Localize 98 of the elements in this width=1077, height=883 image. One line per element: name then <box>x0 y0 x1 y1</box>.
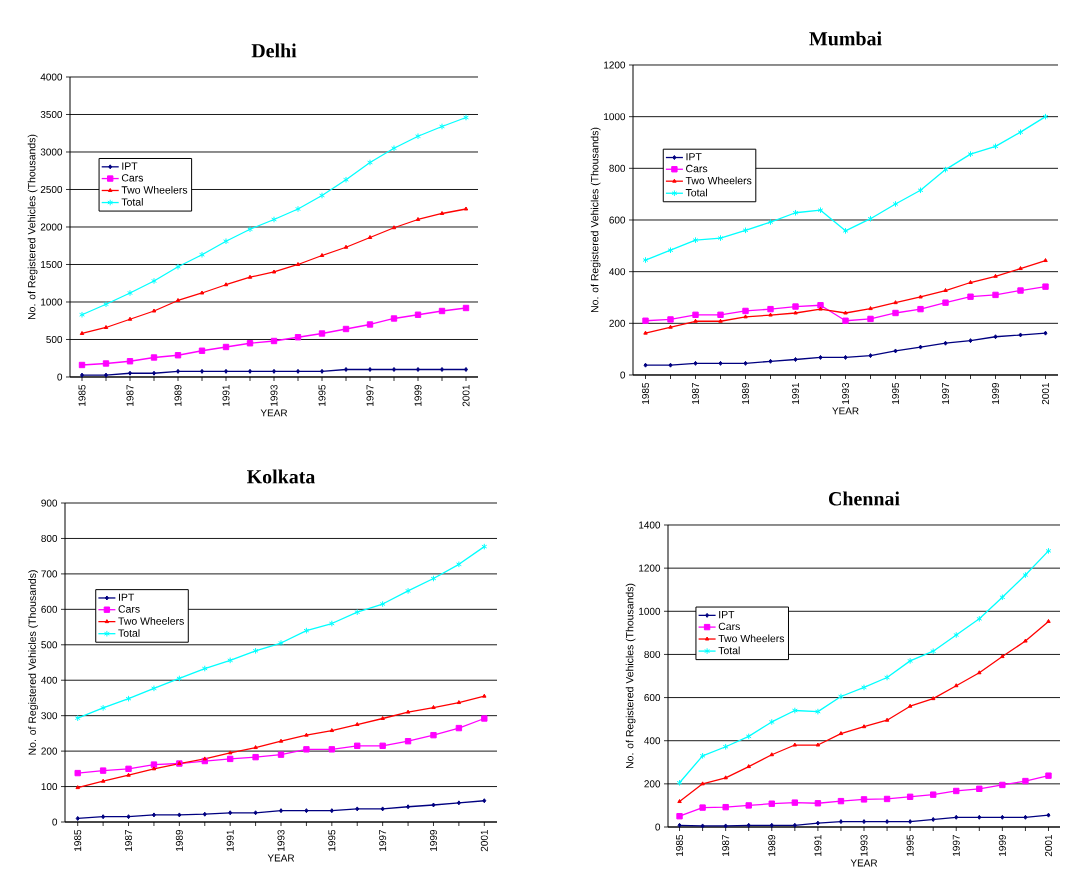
y-tick-label: 400 <box>644 737 661 745</box>
chart-title: Chennai <box>828 491 900 506</box>
y-tick-label: 900 <box>41 499 58 507</box>
y-tick-label: 300 <box>41 712 58 720</box>
legend-label: IPT <box>119 593 135 601</box>
legend-label: IPT <box>122 162 138 170</box>
x-tick-label: 1993 <box>860 834 868 856</box>
y-tick-label: 500 <box>46 335 63 344</box>
y-tick-label: 0 <box>52 818 58 826</box>
x-tick-label: 1989 <box>741 382 750 404</box>
x-tick-label: 1989 <box>174 384 182 406</box>
y-tick-label: 1400 <box>639 521 661 529</box>
legend-label: Two Wheelers <box>121 185 188 194</box>
y-tick-label: 1500 <box>41 260 63 269</box>
x-tick-label: 1993 <box>277 829 285 851</box>
x-axis-title: YEAR <box>260 409 288 417</box>
y-axis-title: No. of Registered Vehicles (Thousands) <box>625 583 636 769</box>
y-tick-label: 100 <box>41 783 58 791</box>
x-tick-label: 1997 <box>952 835 960 856</box>
y-tick-label: 600 <box>644 694 661 702</box>
y-tick-label: 1200 <box>604 61 626 69</box>
x-tick-label: 1989 <box>768 834 776 856</box>
y-tick-label: 1000 <box>41 298 63 306</box>
y-tick-label: 3500 <box>40 110 63 119</box>
y-tick-label: 200 <box>609 319 626 327</box>
x-tick-label: 1991 <box>814 835 822 856</box>
y-tick-label: 0 <box>620 371 626 379</box>
x-tick-label: 2001 <box>480 830 488 852</box>
y-tick-label: 500 <box>41 641 58 649</box>
legend-label: Total <box>121 198 143 206</box>
y-axis-title: No. of Registered Vehicles (Thousands) <box>590 127 601 313</box>
x-tick-label: 1993 <box>841 382 850 404</box>
y-tick-label: 400 <box>41 676 58 684</box>
y-tick-label: 800 <box>609 164 626 172</box>
y-tick-label: 600 <box>41 605 58 613</box>
x-axis-title: YEAR <box>267 854 295 862</box>
y-tick-label: 800 <box>41 534 58 542</box>
y-tick-label: 3000 <box>40 148 63 156</box>
chart-title: Delhi <box>251 43 297 58</box>
x-tick-label: 1997 <box>379 830 387 851</box>
x-tick-label: 1991 <box>791 383 800 404</box>
y-tick-label: 0 <box>655 823 661 831</box>
y-axis-title: No. of Registered Vehicles (Thousands) <box>28 570 39 755</box>
x-tick-label: 1995 <box>891 382 900 404</box>
x-tick-label: 1987 <box>691 383 700 404</box>
x-tick-label: 1991 <box>222 385 230 406</box>
legend-label: Cars <box>718 622 740 631</box>
legend-label: Cars <box>121 174 144 182</box>
x-tick-label: 1987 <box>125 830 133 851</box>
x-tick-label: 1999 <box>429 829 437 851</box>
y-tick-label: 400 <box>609 268 626 276</box>
legend-label: Total <box>685 188 707 197</box>
x-tick-label: 1987 <box>722 835 730 856</box>
x-tick-label: 2001 <box>1044 835 1053 857</box>
x-tick-label: 1999 <box>991 382 1000 404</box>
x-tick-label: 1999 <box>998 834 1006 856</box>
y-tick-label: 1200 <box>639 564 661 572</box>
legend-label: Total <box>118 629 140 637</box>
x-tick-label: 1995 <box>906 834 914 856</box>
chart-title: Kolkata <box>247 469 316 484</box>
y-tick-label: 2000 <box>40 223 63 231</box>
y-tick-label: 700 <box>41 570 58 578</box>
x-tick-label: 1985 <box>641 382 650 404</box>
x-tick-label: 1999 <box>414 384 422 406</box>
y-tick-label: 200 <box>644 780 661 788</box>
legend-label: IPT <box>719 611 735 619</box>
x-tick-label: 1987 <box>126 385 134 406</box>
legend-label: Two Wheelers <box>685 176 752 185</box>
y-tick-label: 2500 <box>40 185 63 194</box>
x-tick-label: 1991 <box>226 830 234 851</box>
x-tick-label: 1997 <box>941 383 950 404</box>
y-tick-label: 4000 <box>40 73 63 81</box>
legend-label: Cars <box>686 164 708 173</box>
x-tick-label: 1995 <box>318 384 326 406</box>
x-tick-label: 1993 <box>270 384 278 406</box>
y-tick-label: 800 <box>644 650 661 658</box>
legend-label: Cars <box>118 605 140 613</box>
legend-label: IPT <box>686 153 702 161</box>
x-tick-label: 1985 <box>78 384 86 406</box>
legend-label: Two Wheelers <box>718 634 785 643</box>
y-tick-label: 1000 <box>639 607 661 615</box>
x-axis-title: YEAR <box>850 859 878 867</box>
x-tick-label: 1989 <box>175 829 183 851</box>
x-tick-label: 1985 <box>676 834 684 856</box>
y-tick-label: 600 <box>609 216 626 224</box>
y-axis-title: No. of Registered Vehicles (Thousands) <box>27 134 38 320</box>
x-tick-label: 2001 <box>462 385 470 407</box>
y-tick-label: 200 <box>41 747 58 755</box>
legend-label: Total <box>718 646 740 655</box>
x-tick-label: 1997 <box>366 385 374 406</box>
x-axis-title: YEAR <box>832 407 859 415</box>
y-tick-label: 1000 <box>604 113 626 121</box>
legend-label: Two Wheelers <box>118 617 184 625</box>
y-tick-label: 0 <box>57 373 63 381</box>
x-tick-label: 2001 <box>1041 383 1050 405</box>
x-tick-label: 1995 <box>328 829 336 851</box>
x-tick-label: 1985 <box>74 829 82 851</box>
chart-title: Mumbai <box>809 31 882 46</box>
